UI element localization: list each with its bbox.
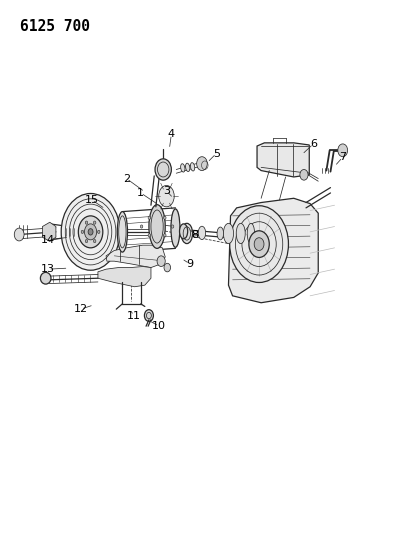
Circle shape: [230, 206, 288, 282]
Circle shape: [164, 216, 166, 220]
Text: 6125 700: 6125 700: [20, 19, 91, 34]
Polygon shape: [98, 266, 151, 287]
Text: 12: 12: [74, 304, 88, 314]
Circle shape: [300, 169, 308, 180]
Ellipse shape: [181, 164, 185, 172]
Text: 8: 8: [191, 230, 199, 239]
Polygon shape: [257, 143, 309, 177]
Circle shape: [84, 224, 97, 240]
Text: 9: 9: [186, 259, 193, 269]
Text: 7: 7: [339, 152, 346, 162]
Text: 14: 14: [41, 235, 55, 245]
Circle shape: [148, 233, 151, 237]
Text: 13: 13: [41, 264, 55, 274]
Ellipse shape: [247, 223, 255, 244]
Ellipse shape: [144, 310, 153, 321]
Text: 15: 15: [85, 195, 99, 205]
Ellipse shape: [217, 227, 224, 240]
Circle shape: [98, 230, 100, 233]
Text: 4: 4: [168, 130, 175, 139]
Circle shape: [81, 230, 84, 233]
Ellipse shape: [236, 223, 245, 244]
Circle shape: [164, 263, 171, 272]
Ellipse shape: [159, 185, 174, 207]
Circle shape: [171, 225, 174, 228]
Text: 2: 2: [123, 174, 130, 183]
Text: 6: 6: [310, 139, 317, 149]
Ellipse shape: [186, 163, 190, 172]
Circle shape: [85, 239, 88, 243]
Circle shape: [197, 157, 207, 171]
Ellipse shape: [118, 212, 127, 252]
Circle shape: [14, 228, 24, 241]
Circle shape: [338, 144, 348, 157]
Circle shape: [148, 216, 151, 220]
Ellipse shape: [224, 223, 234, 244]
Ellipse shape: [198, 227, 206, 240]
Text: 5: 5: [213, 149, 220, 158]
Circle shape: [85, 221, 88, 224]
Circle shape: [164, 233, 166, 237]
Ellipse shape: [149, 205, 165, 248]
Circle shape: [61, 193, 120, 270]
Text: 1: 1: [137, 188, 144, 198]
Text: 3: 3: [163, 186, 170, 196]
Circle shape: [249, 231, 269, 257]
Circle shape: [88, 229, 93, 235]
Ellipse shape: [155, 159, 171, 180]
Text: 10: 10: [152, 321, 166, 331]
Ellipse shape: [171, 209, 180, 247]
Circle shape: [157, 256, 165, 266]
Circle shape: [93, 221, 96, 224]
Circle shape: [254, 238, 264, 251]
Text: 11: 11: [127, 311, 141, 320]
Ellipse shape: [40, 272, 51, 284]
Circle shape: [93, 239, 96, 243]
Ellipse shape: [180, 224, 188, 239]
Polygon shape: [106, 245, 165, 268]
Ellipse shape: [191, 163, 195, 171]
Circle shape: [140, 225, 143, 228]
Circle shape: [78, 216, 103, 248]
Ellipse shape: [181, 223, 193, 244]
Polygon shape: [228, 198, 318, 303]
Polygon shape: [42, 222, 56, 241]
